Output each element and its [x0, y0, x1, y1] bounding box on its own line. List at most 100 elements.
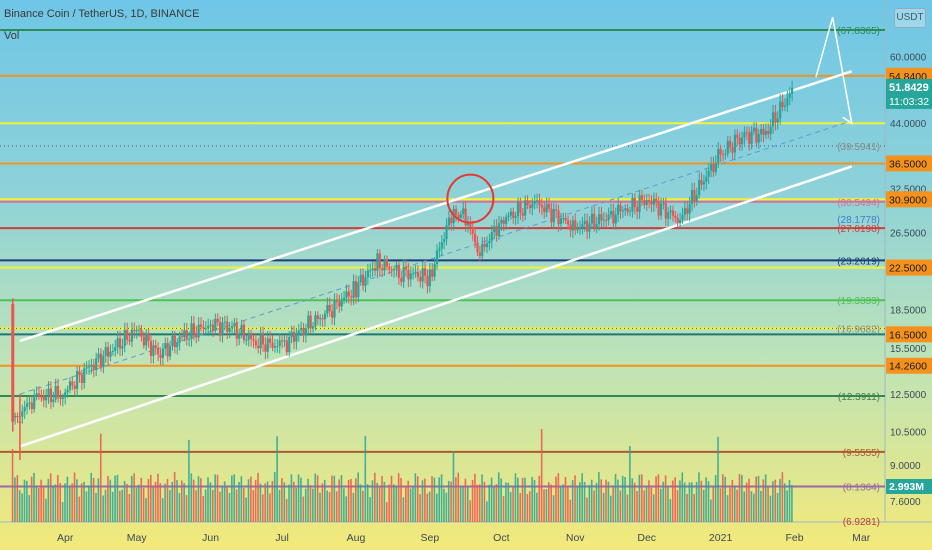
candle-body	[347, 291, 350, 297]
volume-bar	[507, 482, 510, 522]
candle-body	[147, 333, 150, 342]
volume-bar	[598, 472, 600, 522]
volume-bar	[414, 473, 417, 522]
candle-body	[202, 327, 205, 329]
candle-body	[471, 227, 474, 234]
candle-body	[786, 97, 789, 106]
candle-body	[450, 217, 453, 224]
volume-bar	[142, 488, 145, 522]
level-label-text: 22.5000	[889, 263, 927, 275]
candle-body	[371, 268, 374, 271]
candle-body	[228, 328, 231, 332]
volume-bar	[679, 480, 681, 522]
candle-body	[607, 214, 610, 221]
volume-bar	[114, 475, 116, 522]
volume-bar	[133, 473, 135, 522]
candle-body	[636, 207, 639, 212]
volume-bar	[524, 477, 526, 522]
candle-body	[333, 300, 336, 318]
candle-body	[216, 318, 219, 323]
currency-button[interactable]: USDT	[894, 8, 926, 28]
volume-bar	[600, 479, 603, 522]
level-label-text: (12.3911)	[838, 392, 880, 403]
candle-body	[221, 322, 224, 336]
volume-bar	[564, 476, 567, 522]
volume-bar	[192, 479, 195, 522]
volume-bar	[550, 484, 552, 522]
candle-body	[540, 205, 543, 208]
candle-body	[250, 334, 253, 339]
volume-bar	[152, 487, 154, 522]
candle-body	[64, 392, 67, 398]
candle-body	[404, 266, 408, 270]
volume-bar	[555, 476, 557, 522]
volume-bar	[452, 451, 455, 522]
volume-bar	[383, 481, 386, 522]
level-labels: (67.8365)54.8400(39.5941)36.5000(30.5494…	[837, 26, 932, 528]
candle-body	[571, 220, 574, 231]
candle-body	[783, 105, 787, 107]
candle-body	[738, 137, 741, 145]
candle-body	[667, 212, 670, 219]
volume-bar	[295, 487, 297, 522]
level-label-box	[886, 357, 932, 374]
candle-body	[733, 134, 737, 153]
volume-bar	[388, 484, 390, 522]
volume-bar	[586, 497, 588, 522]
volume-bar	[595, 482, 598, 522]
candle-body	[364, 277, 367, 286]
level-label-text: (9.5555)	[843, 448, 880, 459]
volume-bar	[731, 479, 734, 522]
volume-bar	[779, 478, 781, 522]
candle-body	[28, 402, 31, 404]
candle-body	[474, 233, 477, 243]
volume-bar	[652, 494, 655, 522]
level-label-text: (23.2619)	[837, 256, 880, 267]
volume-bar	[593, 490, 595, 522]
candle-body	[702, 181, 706, 185]
candle-body	[116, 338, 119, 348]
candle-body	[271, 342, 274, 348]
volume-bar	[493, 487, 495, 522]
volume-bar	[424, 478, 426, 522]
y-tick-label: 10.5000	[890, 428, 927, 439]
volume-bar	[681, 472, 684, 522]
candle-body	[671, 210, 675, 216]
volume-bar	[195, 490, 197, 522]
candle-body	[309, 315, 312, 329]
volume-bar	[638, 474, 641, 522]
candle-body	[266, 338, 269, 352]
candle-body	[52, 399, 55, 403]
volume-bar	[540, 429, 543, 522]
volume-bar	[343, 488, 345, 522]
level-label-text: (8.1364)	[843, 483, 880, 494]
volume-bar	[736, 489, 738, 522]
candle-body	[543, 207, 546, 213]
candle-body	[18, 421, 22, 423]
volume-bar	[438, 477, 440, 522]
candle-body	[519, 202, 522, 213]
volume-bar	[173, 472, 176, 522]
candle-body	[633, 197, 636, 208]
candle-body	[714, 162, 717, 173]
candle-body	[240, 324, 243, 334]
volume-bar	[521, 477, 524, 522]
candle-body	[123, 330, 126, 346]
volume-bar	[35, 486, 38, 522]
candle-body	[40, 396, 43, 398]
volume-bar	[200, 478, 202, 522]
candle-body	[121, 345, 124, 349]
candle-body	[562, 218, 565, 220]
volume-bar	[760, 490, 762, 522]
candle-body	[261, 334, 265, 345]
volume-bar	[52, 485, 54, 522]
volume-bar	[612, 486, 614, 522]
volume-bar	[750, 491, 753, 522]
candle-body	[466, 223, 470, 226]
candle-body	[683, 208, 686, 215]
candle-body	[66, 389, 69, 393]
candle-body	[321, 318, 324, 320]
candle-body	[757, 134, 760, 143]
candle-body	[252, 338, 255, 341]
